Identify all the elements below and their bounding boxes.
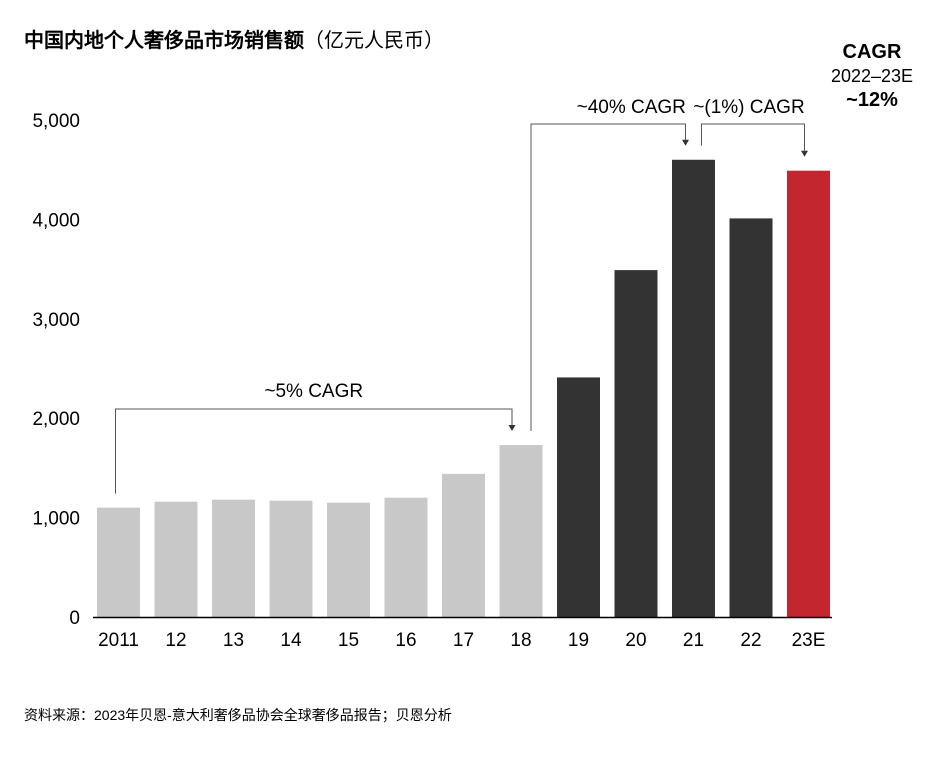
bar-13 bbox=[212, 499, 255, 617]
annotation-arrowhead bbox=[682, 139, 689, 146]
chart-title: 中国内地个人奢侈品市场销售额（亿元人民币） bbox=[24, 24, 444, 53]
bar-20 bbox=[614, 270, 658, 617]
annotation-label: ~5% CAGR bbox=[264, 381, 363, 402]
cagr-summary-period: 2022–23E bbox=[830, 66, 914, 86]
bar-chart: 0 1,000 2,000 3,000 4,000 5,000 2011 12 13 14 15 1… bbox=[32, 97, 832, 651]
x-tick-label: 19 bbox=[568, 630, 589, 651]
bar-21 bbox=[672, 159, 715, 617]
bar-22 bbox=[729, 218, 773, 617]
x-tick-label: 17 bbox=[453, 630, 474, 651]
source-note: 资料来源：2023年贝恩-意大利奢侈品协会全球奢侈品报告；贝恩分析 bbox=[24, 707, 452, 723]
bar-12 bbox=[154, 501, 198, 617]
y-tick-label: 5,000 bbox=[32, 111, 80, 132]
annotation-label: ~40% CAGR bbox=[577, 97, 686, 118]
chart-title-main: 中国内地个人奢侈品市场销售额 bbox=[24, 30, 304, 52]
y-tick-label: 4,000 bbox=[32, 210, 80, 231]
x-tick-label: 16 bbox=[395, 630, 416, 651]
x-tick-label: 2011 bbox=[98, 630, 139, 651]
bar-14 bbox=[269, 500, 313, 617]
x-tick-label: 21 bbox=[683, 630, 704, 651]
x-axis: 2011 12 13 14 15 16 17 18 19 20 21 22 23E bbox=[93, 616, 832, 651]
cagr-annotations: ~5% CAGR ~40% CAGR ~(1%) CAGR bbox=[115, 97, 808, 494]
bar-18 bbox=[499, 445, 543, 617]
cagr-summary: CAGR 2022–23E ~12% bbox=[808, 40, 934, 112]
bar-19 bbox=[557, 377, 600, 617]
chart-title-unit: （亿元人民币） bbox=[304, 30, 444, 52]
bar-16 bbox=[384, 497, 428, 617]
y-tick-label: 1,000 bbox=[32, 509, 80, 530]
x-tick-label: 20 bbox=[625, 630, 646, 651]
y-tick-label: 3,000 bbox=[32, 310, 80, 331]
x-tick-label: 14 bbox=[280, 630, 302, 651]
annotation-bracket bbox=[530, 123, 686, 432]
x-tick-label: 23E bbox=[792, 630, 826, 651]
x-tick-label: 12 bbox=[165, 630, 186, 651]
x-tick-label: 18 bbox=[510, 630, 531, 651]
cagr-summary-value: ~12% bbox=[846, 89, 898, 111]
annotation-arrowhead bbox=[508, 425, 516, 432]
cagr-summary-head: CAGR bbox=[842, 41, 902, 63]
bar-17 bbox=[442, 473, 485, 617]
annotation-bracket bbox=[701, 123, 805, 151]
bar-15 bbox=[327, 502, 370, 617]
x-tick-label: 13 bbox=[223, 630, 244, 651]
bar-2011 bbox=[97, 507, 140, 617]
y-tick-label: 0 bbox=[69, 608, 80, 629]
x-tick-label: 15 bbox=[338, 630, 359, 651]
bar-23E bbox=[787, 170, 830, 617]
annotation-arrowhead bbox=[801, 150, 808, 157]
annotation-bracket bbox=[115, 408, 513, 494]
x-tick-label: 22 bbox=[740, 630, 761, 651]
y-tick-label: 2,000 bbox=[32, 409, 80, 430]
annotation-label: ~(1%) CAGR bbox=[693, 97, 804, 118]
y-axis: 0 1,000 2,000 3,000 4,000 5,000 bbox=[32, 111, 80, 629]
bars bbox=[97, 159, 830, 617]
